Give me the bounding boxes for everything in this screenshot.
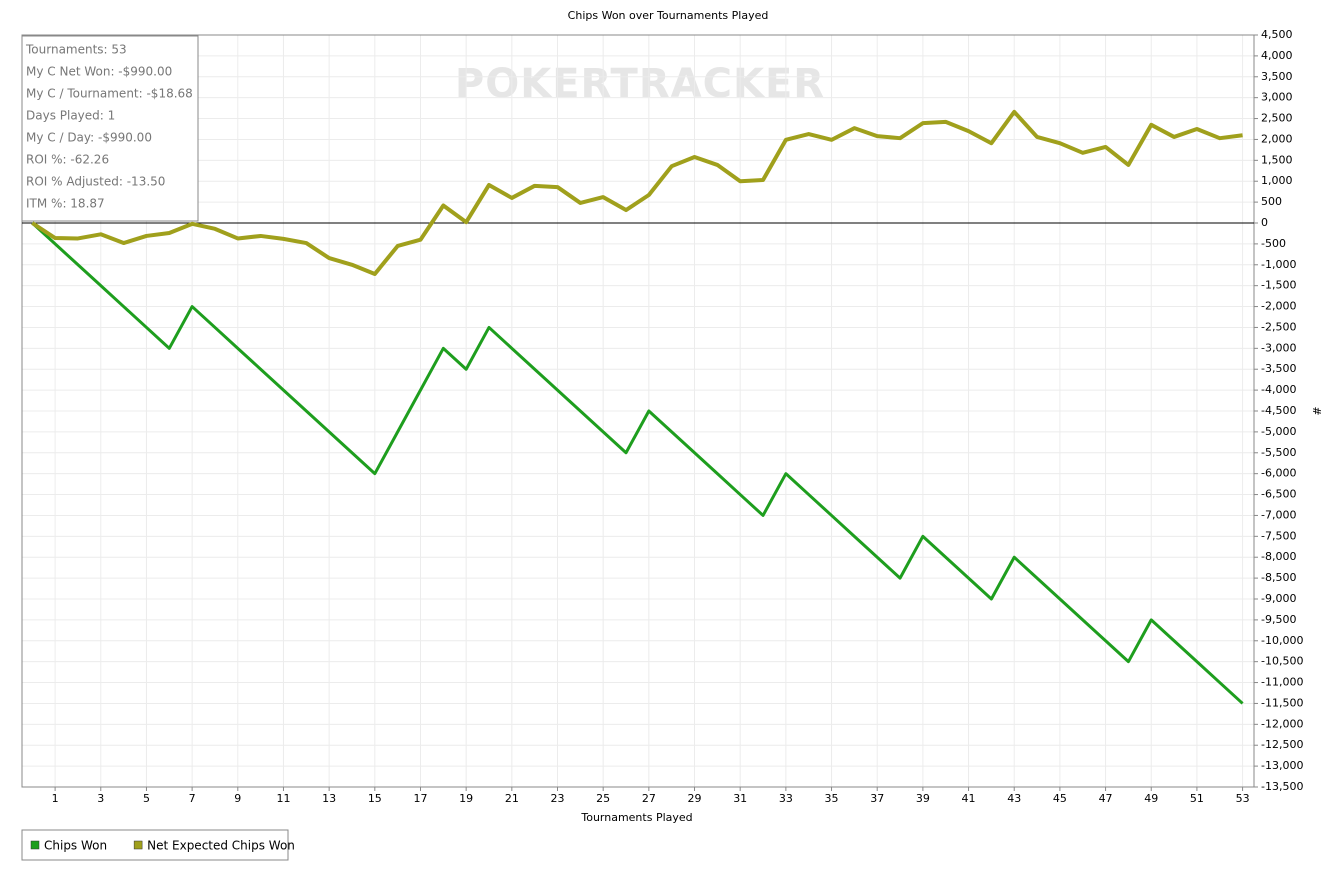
x-tick-label: 37 — [870, 792, 884, 805]
x-tick-label: 15 — [368, 792, 382, 805]
y-tick-label: -9,000 — [1261, 592, 1296, 605]
y-tick-label: -8,500 — [1261, 571, 1296, 584]
y-tick-label: -12,000 — [1261, 717, 1303, 730]
x-tick-label: 33 — [779, 792, 793, 805]
x-tick-label: 13 — [322, 792, 336, 805]
x-tick-label: 17 — [413, 792, 427, 805]
y-tick-label: 0 — [1261, 216, 1268, 229]
y-tick-label: -9,500 — [1261, 613, 1296, 626]
info-line: My C Net Won: -$990.00 — [26, 65, 172, 79]
y-tick-label: 3,000 — [1261, 91, 1293, 104]
x-tick-label: 43 — [1007, 792, 1021, 805]
legend-swatch — [133, 840, 143, 850]
y-tick-label: -2,500 — [1261, 320, 1296, 333]
y-tick-label: 4,500 — [1261, 28, 1293, 41]
legend-label: Net Expected Chips Won — [147, 839, 295, 853]
legend-box — [21, 829, 289, 861]
x-tick-label: 5 — [143, 792, 150, 805]
x-tick-label: 49 — [1144, 792, 1158, 805]
info-line: My C / Day: -$990.00 — [26, 131, 152, 145]
series-line — [31, 221, 1244, 705]
y-tick-label: -11,500 — [1261, 696, 1303, 709]
y-tick-label: -3,500 — [1261, 362, 1296, 375]
series-line — [31, 109, 1243, 276]
y-tick-label: -10,500 — [1261, 655, 1303, 668]
x-tick-label: 23 — [551, 792, 565, 805]
y-tick-label: -500 — [1261, 237, 1286, 250]
y-tick-label: -7,500 — [1261, 529, 1296, 542]
y-tick-label: 500 — [1261, 195, 1282, 208]
y-tick-label: -4,000 — [1261, 383, 1296, 396]
info-line: ROI %: -62.26 — [26, 153, 109, 167]
y-tick-label: 4,000 — [1261, 49, 1293, 62]
x-axis-label: Tournaments Played — [580, 811, 692, 824]
info-line: My C / Tournament: -$18.68 — [26, 87, 193, 101]
info-line: ROI % Adjusted: -13.50 — [26, 175, 165, 189]
x-tick-label: 21 — [505, 792, 519, 805]
info-line: Tournaments: 53 — [25, 43, 127, 57]
y-tick-label: -7,000 — [1261, 508, 1296, 521]
x-tick-label: 19 — [459, 792, 473, 805]
info-line: Days Played: 1 — [26, 109, 115, 123]
legend-label: Chips Won — [44, 839, 107, 853]
x-tick-label: 35 — [825, 792, 839, 805]
chart-title: Chips Won over Tournaments Played — [568, 9, 769, 22]
y-tick-label: 2,000 — [1261, 132, 1293, 145]
y-tick-label: -8,000 — [1261, 550, 1296, 563]
y-tick-label: -3,000 — [1261, 341, 1296, 354]
x-tick-label: 1 — [52, 792, 59, 805]
y-tick-label: -5,000 — [1261, 425, 1296, 438]
y-tick-label: -13,000 — [1261, 759, 1303, 772]
y-tick-label: 3,500 — [1261, 70, 1293, 83]
y-tick-label: -11,000 — [1261, 676, 1303, 689]
x-tick-label: 29 — [688, 792, 702, 805]
y-tick-label: 1,500 — [1261, 153, 1293, 166]
x-tick-label: 3 — [97, 792, 104, 805]
x-tick-label: 31 — [733, 792, 747, 805]
x-tick-label: 27 — [642, 792, 656, 805]
y-tick-label: -10,000 — [1261, 634, 1303, 647]
x-tick-label: 51 — [1190, 792, 1204, 805]
y-tick-label: -2,000 — [1261, 300, 1296, 313]
x-tick-label: 47 — [1099, 792, 1113, 805]
info-line: ITM %: 18.87 — [26, 197, 105, 211]
plot-frame — [21, 34, 1255, 788]
x-tick-label: 39 — [916, 792, 930, 805]
y-tick-label: -1,500 — [1261, 279, 1296, 292]
x-tick-label: 41 — [962, 792, 976, 805]
y-tick-label: -4,500 — [1261, 404, 1296, 417]
y-axis-label: # — [1310, 406, 1323, 415]
y-tick-label: -6,500 — [1261, 488, 1296, 501]
info-box — [21, 35, 199, 222]
x-tick-label: 9 — [234, 792, 241, 805]
watermark: POKERTRACKER — [455, 61, 825, 107]
y-tick-label: -12,500 — [1261, 738, 1303, 751]
x-tick-label: 53 — [1236, 792, 1250, 805]
y-tick-label: -5,500 — [1261, 446, 1296, 459]
x-tick-label: 7 — [189, 792, 196, 805]
x-tick-label: 11 — [276, 792, 290, 805]
x-tick-label: 25 — [596, 792, 610, 805]
y-tick-label: -6,000 — [1261, 467, 1296, 480]
legend-swatch — [30, 840, 40, 850]
y-tick-label: -13,500 — [1261, 780, 1303, 793]
y-tick-label: 2,500 — [1261, 112, 1293, 125]
x-tick-label: 45 — [1053, 792, 1067, 805]
y-tick-label: -1,000 — [1261, 258, 1296, 271]
y-tick-label: 1,000 — [1261, 174, 1293, 187]
